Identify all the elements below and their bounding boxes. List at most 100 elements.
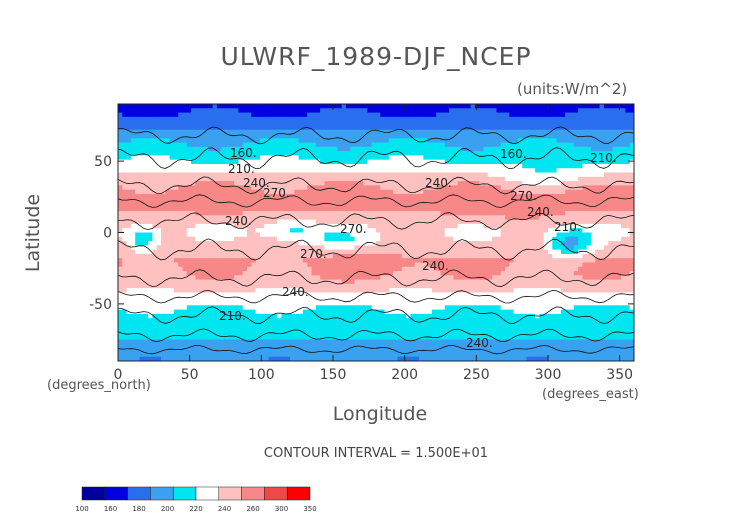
heatmap-cell <box>345 206 351 212</box>
heatmap-cell <box>427 236 433 242</box>
heatmap-cell <box>431 236 437 242</box>
heatmap-cell <box>616 176 622 182</box>
heatmap-cell <box>397 232 403 238</box>
heatmap-cell <box>242 104 248 109</box>
heatmap-cell <box>341 198 347 204</box>
heatmap-cell <box>543 275 549 281</box>
heatmap-cell <box>384 121 390 127</box>
heatmap-cell <box>152 172 158 178</box>
heatmap-cell <box>156 116 162 122</box>
heatmap-cell <box>449 104 454 109</box>
heatmap-cell <box>285 116 291 122</box>
heatmap-cell <box>186 168 192 174</box>
heatmap-cell <box>487 223 493 229</box>
heatmap-cell <box>380 275 386 281</box>
heatmap-cell <box>393 112 399 118</box>
heatmap-cell <box>513 262 519 268</box>
heatmap-cell <box>560 253 566 259</box>
heatmap-cell <box>135 262 141 268</box>
heatmap-cell <box>591 275 596 281</box>
heatmap-cell <box>539 112 545 118</box>
heatmap-cell <box>238 155 244 161</box>
heatmap-cell <box>509 181 515 186</box>
heatmap-cell <box>487 258 493 264</box>
heatmap-cell <box>565 176 571 182</box>
heatmap-cell <box>139 176 145 182</box>
heatmap-cell <box>560 275 566 281</box>
heatmap-cell <box>616 266 622 272</box>
heatmap-cell <box>268 133 274 139</box>
heatmap-cell <box>221 181 227 186</box>
heatmap-cell <box>397 185 403 191</box>
heatmap-cell <box>393 279 399 285</box>
heatmap-cell <box>285 129 291 135</box>
heatmap-cell <box>599 275 605 281</box>
heatmap-cell <box>612 232 618 238</box>
heatmap-cell <box>139 185 145 191</box>
heatmap-cell <box>182 219 188 225</box>
heatmap-cell <box>294 142 300 148</box>
heatmap-cell <box>221 245 227 251</box>
heatmap-cell <box>436 236 442 242</box>
heatmap-cell <box>191 262 196 268</box>
heatmap-cell <box>161 228 166 234</box>
heatmap-cell <box>363 198 368 204</box>
heatmap-cell <box>629 181 634 186</box>
heatmap-cell <box>513 228 519 234</box>
heatmap-cell <box>440 116 446 122</box>
heatmap-cell <box>122 236 128 242</box>
heatmap-cell <box>543 185 549 191</box>
heatmap-cell <box>457 125 463 131</box>
heatmap-cell <box>388 104 394 109</box>
heatmap-cell <box>328 163 334 169</box>
heatmap-cell <box>591 125 596 131</box>
heatmap-cell <box>367 253 373 259</box>
heatmap-cell <box>285 236 291 242</box>
heatmap-cell <box>457 151 463 156</box>
heatmap-cell <box>169 219 175 225</box>
heatmap-cell <box>345 228 351 234</box>
heatmap-cell <box>208 215 214 221</box>
heatmap-cell <box>148 228 153 234</box>
heatmap-cell <box>453 228 459 234</box>
heatmap-cell <box>208 258 214 264</box>
heatmap-cell <box>225 249 231 255</box>
heatmap-cell <box>285 163 291 169</box>
heatmap-cell <box>161 121 166 127</box>
heatmap-cell <box>419 202 424 208</box>
heatmap-cell <box>384 249 390 255</box>
heatmap-cell <box>354 198 360 204</box>
heatmap-cell <box>315 241 321 246</box>
heatmap-cell <box>603 116 609 122</box>
heatmap-cell <box>204 215 209 221</box>
heatmap-cell <box>307 116 313 122</box>
heatmap-cell <box>380 104 386 109</box>
heatmap-cell <box>406 151 411 156</box>
heatmap-cell <box>191 133 196 139</box>
heatmap-cell <box>139 249 145 255</box>
heatmap-cell <box>388 181 394 186</box>
heatmap-cell <box>311 219 317 225</box>
heatmap-cell <box>216 198 222 204</box>
heatmap-cell <box>272 146 278 152</box>
heatmap-cell <box>208 223 214 229</box>
heatmap-cell <box>182 232 188 238</box>
heatmap-cell <box>333 121 338 127</box>
heatmap-cell <box>161 138 166 144</box>
heatmap-cell <box>470 129 476 135</box>
heatmap-cell <box>139 142 145 148</box>
heatmap-cell <box>500 138 506 144</box>
heatmap-cell <box>462 253 467 259</box>
heatmap-cell <box>285 245 291 251</box>
heatmap-cell <box>229 121 235 127</box>
heatmap-cell <box>591 198 596 204</box>
heatmap-cell <box>328 176 334 182</box>
heatmap-cell <box>204 211 209 216</box>
heatmap-cell <box>277 271 282 276</box>
heatmap-cell <box>625 198 631 204</box>
heatmap-cell <box>526 202 532 208</box>
heatmap-cell <box>229 271 235 276</box>
heatmap-cell <box>238 142 244 148</box>
heatmap-cell <box>367 236 373 242</box>
heatmap-cell <box>513 236 519 242</box>
